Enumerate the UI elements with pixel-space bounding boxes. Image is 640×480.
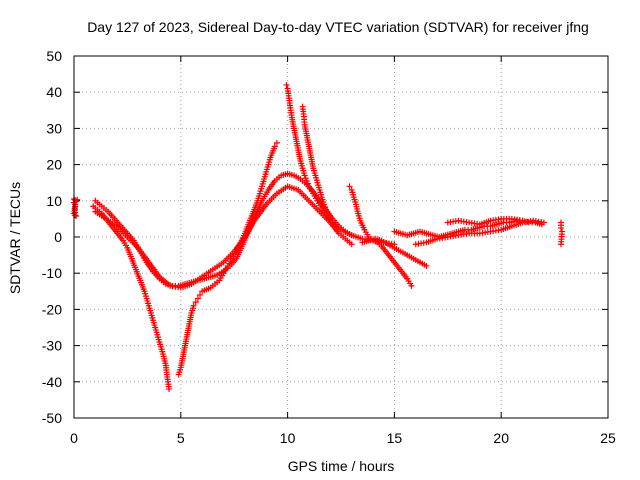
data-point — [72, 203, 79, 210]
y-tick-label: -50 — [42, 410, 62, 426]
data-point — [558, 224, 565, 231]
data-point — [304, 180, 311, 187]
data-point — [320, 201, 327, 208]
data-point — [321, 204, 328, 211]
data-point — [194, 295, 201, 302]
series-group — [346, 183, 415, 289]
y-axis-label: SDTVAR / TECUs — [7, 182, 23, 294]
data-point — [327, 215, 334, 222]
data-point — [302, 175, 309, 182]
x-tick-label: 20 — [493, 430, 509, 446]
x-tick-label: 15 — [387, 430, 403, 446]
grid — [74, 56, 608, 418]
series-group — [90, 203, 173, 393]
y-tick-label: -10 — [42, 265, 62, 281]
data-point — [283, 81, 290, 88]
series-group — [359, 235, 430, 269]
data-point — [558, 241, 565, 248]
data-point — [348, 241, 355, 248]
y-tick-label: 20 — [46, 157, 62, 173]
data-point — [166, 386, 173, 393]
x-tick-label: 5 — [177, 430, 185, 446]
chart-title: Day 127 of 2023, Sidereal Day-to-day VTE… — [87, 19, 589, 35]
data-point — [192, 299, 199, 306]
series-group — [444, 215, 526, 228]
plot-frame — [73, 55, 609, 419]
data-point — [346, 183, 353, 190]
data-point — [323, 206, 330, 213]
series-group — [283, 81, 355, 248]
y-tick-label: 30 — [46, 120, 62, 136]
axis-ticks — [73, 55, 609, 419]
y-tick-label: -30 — [42, 338, 62, 354]
y-tick-label: 50 — [46, 48, 62, 64]
data-point — [190, 302, 197, 309]
y-tick-label: 0 — [54, 229, 62, 245]
y-tick-label: 40 — [46, 84, 62, 100]
data-point — [74, 196, 81, 203]
data-point — [540, 219, 547, 226]
series-group — [299, 103, 334, 222]
x-axis-label: GPS time / hours — [288, 458, 395, 474]
data-point — [423, 262, 430, 269]
data-point — [197, 291, 204, 298]
x-tick-label: 25 — [600, 430, 616, 446]
data-points — [71, 81, 566, 393]
y-tick-labels: -50 -40 -30 -20 -10 0 10 20 30 40 50 — [42, 48, 62, 426]
y-tick-label: -40 — [42, 374, 62, 390]
series-group — [412, 217, 547, 248]
data-point — [301, 172, 308, 179]
data-point — [519, 217, 526, 224]
series-group — [558, 219, 566, 248]
data-point — [408, 282, 415, 289]
y-tick-label: 10 — [46, 193, 62, 209]
data-point — [303, 177, 310, 184]
y-tick-label: -20 — [42, 301, 62, 317]
data-point — [325, 212, 332, 219]
x-tick-label: 0 — [70, 430, 78, 446]
x-tick-label: 10 — [280, 430, 296, 446]
data-point — [273, 139, 280, 146]
x-tick-labels: 0 5 10 15 20 25 — [70, 430, 616, 446]
data-point — [271, 143, 278, 150]
data-point — [324, 209, 331, 216]
